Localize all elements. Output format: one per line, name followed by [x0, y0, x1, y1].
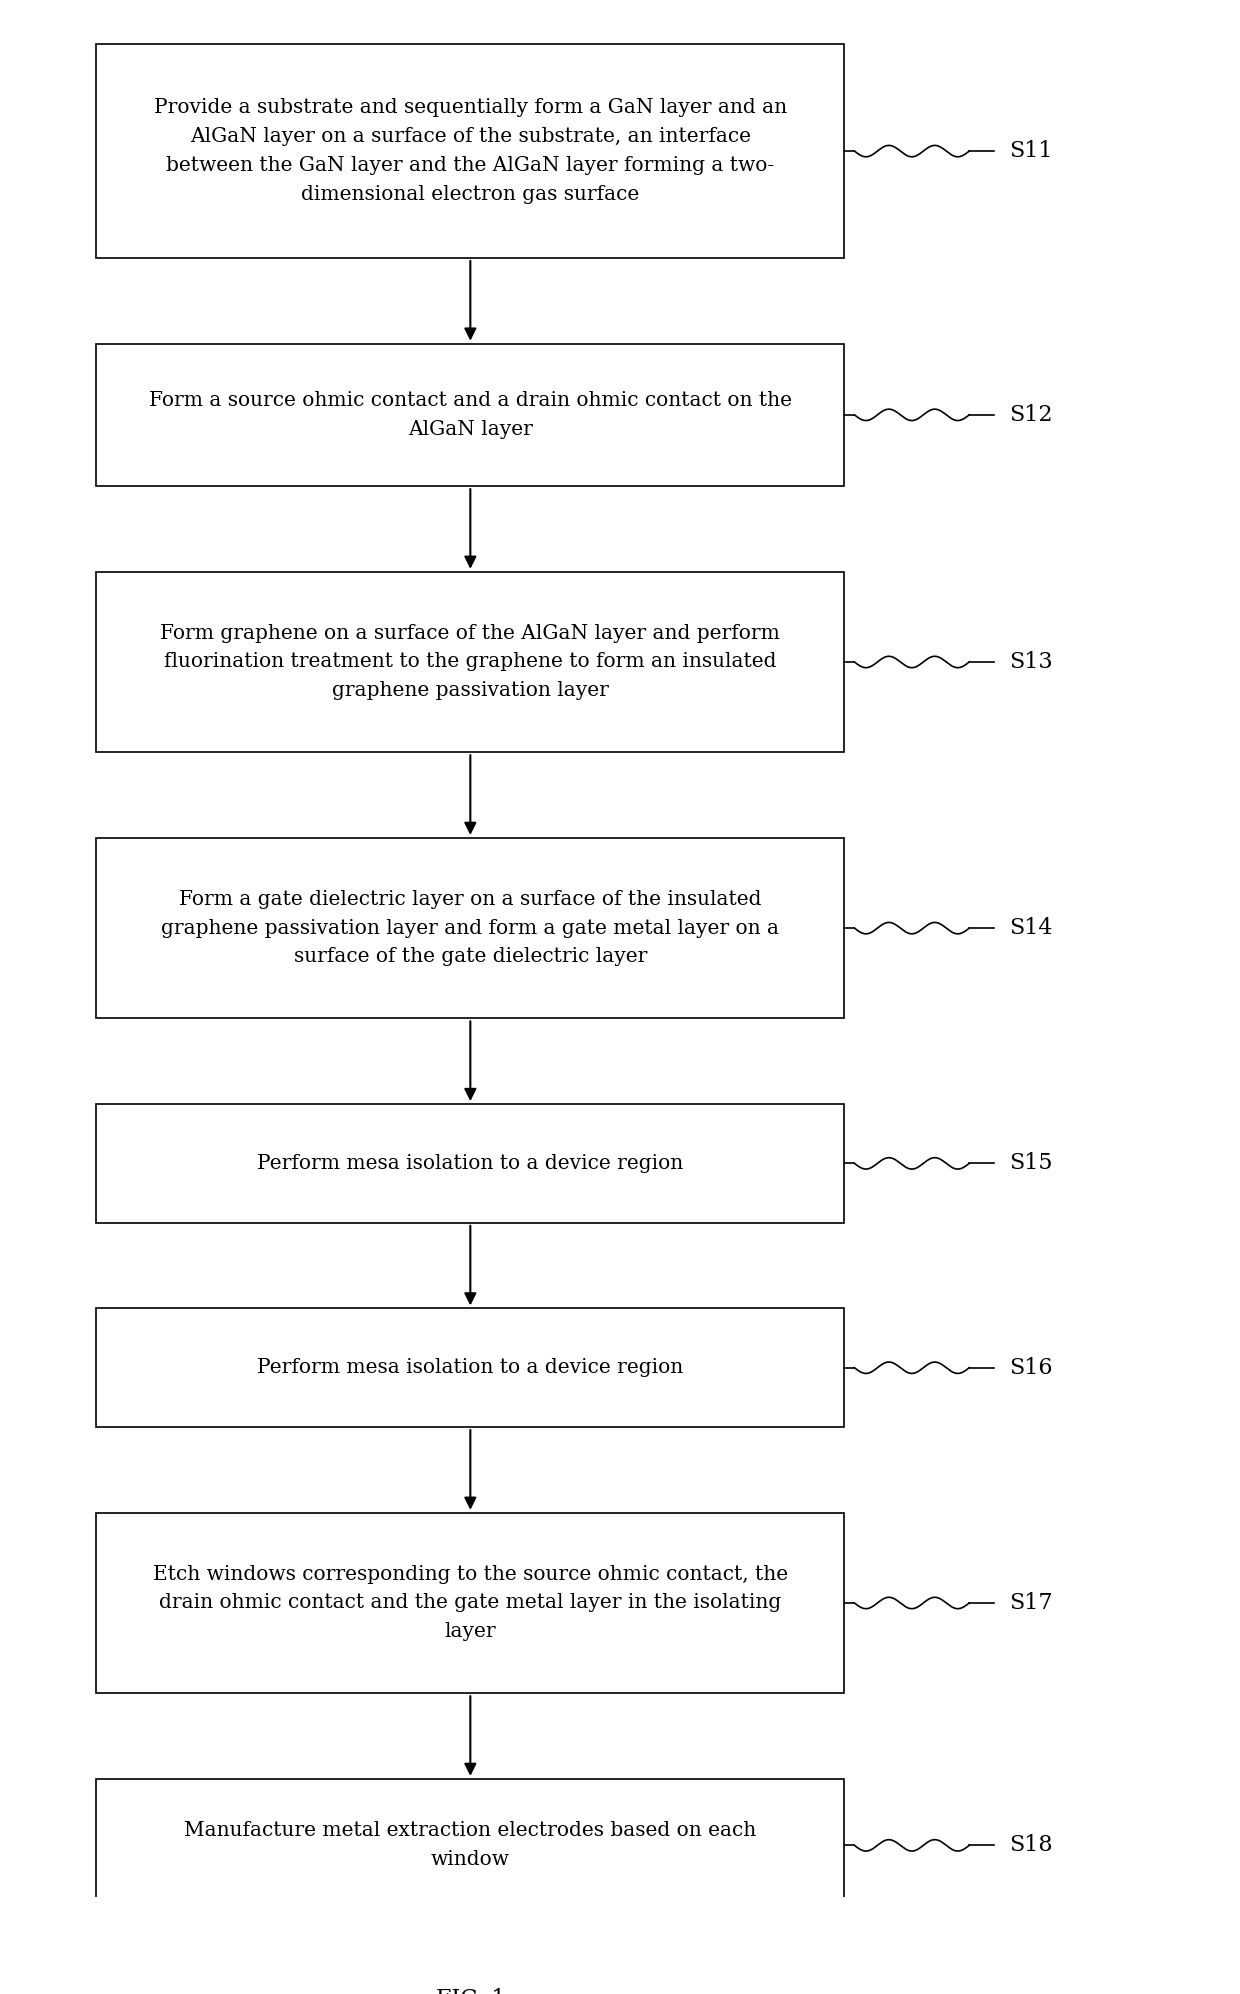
Text: S15: S15: [1009, 1153, 1053, 1174]
Text: S13: S13: [1009, 650, 1053, 674]
Text: S14: S14: [1009, 917, 1053, 939]
Text: Form a gate dielectric layer on a surface of the insulated
graphene passivation : Form a gate dielectric layer on a surfac…: [161, 889, 779, 967]
Text: Manufacture metal extraction electrodes based on each
window: Manufacture metal extraction electrodes …: [185, 1821, 756, 1868]
Bar: [97, 343, 844, 487]
Text: S11: S11: [1009, 140, 1053, 162]
Text: S18: S18: [1009, 1834, 1053, 1856]
Text: Perform mesa isolation to a device region: Perform mesa isolation to a device regio…: [257, 1155, 683, 1172]
Text: S17: S17: [1009, 1591, 1053, 1613]
Bar: [97, 1308, 844, 1428]
Bar: [97, 1779, 844, 1912]
Bar: [97, 1105, 844, 1222]
Text: Perform mesa isolation to a device region: Perform mesa isolation to a device regio…: [257, 1358, 683, 1378]
Bar: [97, 837, 844, 1019]
Text: S12: S12: [1009, 405, 1053, 427]
Text: Form a source ohmic contact and a drain ohmic contact on the
AlGaN layer: Form a source ohmic contact and a drain …: [149, 391, 792, 439]
Bar: [97, 572, 844, 752]
Bar: [97, 1513, 844, 1693]
Bar: [97, 44, 844, 257]
Text: FIG. 1: FIG. 1: [435, 1988, 505, 1994]
Text: Etch windows corresponding to the source ohmic contact, the
drain ohmic contact : Etch windows corresponding to the source…: [153, 1565, 787, 1641]
Text: S16: S16: [1009, 1356, 1053, 1378]
Text: Form graphene on a surface of the AlGaN layer and perform
fluorination treatment: Form graphene on a surface of the AlGaN …: [160, 624, 780, 700]
Text: Provide a substrate and sequentially form a GaN layer and an
AlGaN layer on a su: Provide a substrate and sequentially for…: [154, 98, 787, 203]
